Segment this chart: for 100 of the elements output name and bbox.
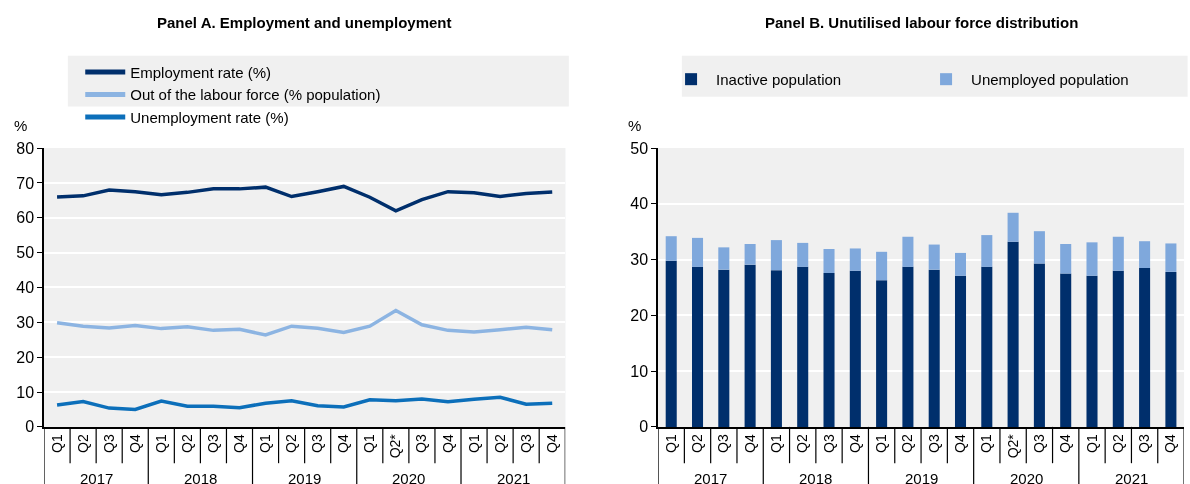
legend-label: Out of the labour force (% population) — [130, 86, 381, 104]
bar — [876, 280, 888, 427]
text: 2017 — [694, 470, 728, 484]
x-tick-label: Q2 — [794, 434, 811, 453]
x-tick-label: Q3 — [715, 434, 732, 453]
bar — [954, 275, 967, 427]
legend-label: Unemployed population — [971, 71, 1129, 89]
bar — [1139, 241, 1151, 268]
x-tick-label: Q2 — [899, 434, 916, 453]
y-tick-label: 80 — [16, 139, 35, 157]
bar — [1033, 231, 1045, 264]
bar — [665, 260, 677, 427]
bar — [1112, 270, 1124, 427]
y-axis-title: % — [628, 117, 642, 134]
x-tick-label: Q2 — [491, 434, 508, 453]
bar — [1139, 267, 1151, 427]
bar — [1165, 271, 1177, 427]
bar — [902, 236, 914, 267]
x-tick-label: Q3 — [204, 434, 221, 453]
bar — [1060, 273, 1072, 427]
x-tick-label: Q4 — [126, 434, 143, 453]
bar — [902, 266, 914, 427]
bar — [1086, 242, 1098, 276]
legend-label: Inactive population — [716, 71, 842, 89]
y-tick-label: 0 — [25, 418, 35, 436]
y-tick-label: 30 — [630, 251, 649, 269]
bar — [849, 248, 861, 271]
bar — [770, 270, 782, 427]
x-tick-label: Q2 — [283, 434, 300, 453]
legend-label: Employment rate (%) — [130, 63, 272, 81]
y-tick-label: 20 — [630, 306, 649, 324]
x-tick-label: Q3 — [925, 434, 942, 453]
x-tick-label: Q2* — [387, 433, 404, 459]
x-tick-label: Q3 — [820, 434, 837, 453]
x-tick-label: Q1 — [767, 434, 784, 453]
x-tick-label: Q4 — [741, 434, 758, 453]
bar — [718, 247, 730, 270]
bar — [744, 264, 756, 427]
bar — [928, 244, 940, 270]
text: 2021 — [497, 470, 531, 484]
x-tick-label: Q3 — [100, 434, 117, 453]
bar — [1007, 241, 1019, 427]
chart-title: Panel B. Unutilised labour force distribution — [765, 14, 1079, 31]
x-tick-label: Q3 — [1030, 434, 1047, 453]
x-tick-label: Q4 — [439, 434, 456, 453]
y-axis-title: % — [14, 117, 28, 134]
x-tick-label: Q1 — [361, 434, 378, 453]
y-tick-label: 50 — [16, 244, 35, 262]
bar — [692, 237, 704, 267]
x-tick-label: Q4 — [1162, 434, 1179, 453]
x-tick-label: Q3 — [413, 434, 430, 453]
x-tick-label: Q3 — [309, 434, 326, 453]
bar — [797, 242, 809, 267]
x-tick-label: Q1 — [873, 434, 890, 453]
y-tick-label: 30 — [16, 313, 35, 331]
x-tick-label: Q1 — [48, 434, 65, 453]
bar — [797, 266, 809, 427]
x-tick-label: Q4 — [543, 434, 560, 453]
text: 2019 — [288, 470, 322, 484]
x-tick-label: Q1 — [152, 434, 169, 453]
text: 2021 — [1115, 470, 1149, 484]
y-tick-label: 70 — [16, 174, 35, 192]
y-tick-label: 40 — [630, 195, 649, 213]
text: 2018 — [184, 470, 218, 484]
x-tick-label: Q1 — [257, 434, 274, 453]
bar — [1007, 212, 1019, 242]
bar — [718, 269, 730, 427]
x-tick-label: Q2* — [1004, 433, 1021, 459]
x-tick-label: Q1 — [662, 434, 679, 453]
line-series — [55, 308, 554, 337]
x-tick-label: Q2 — [74, 434, 91, 453]
bar — [849, 270, 861, 427]
line-series — [55, 395, 554, 412]
x-tick-label: Q4 — [846, 434, 863, 453]
bar — [876, 251, 888, 281]
bar — [744, 244, 756, 265]
bar — [1086, 275, 1098, 427]
x-tick-label: Q4 — [952, 434, 969, 453]
bar — [1165, 243, 1177, 272]
y-tick-label: 20 — [16, 348, 35, 366]
x-tick-label: Q3 — [517, 434, 534, 453]
text: 2018 — [799, 470, 833, 484]
y-tick-label: 10 — [630, 362, 649, 380]
x-tick-label: Q2 — [178, 434, 195, 453]
bar — [823, 249, 835, 273]
text: 2020 — [1010, 470, 1044, 484]
x-tick-label: Q1 — [1083, 434, 1100, 453]
bar — [1033, 263, 1045, 427]
x-tick-label: Q3 — [1136, 434, 1153, 453]
x-tick-label: Q1 — [978, 434, 995, 453]
bar — [665, 236, 677, 261]
bar — [770, 240, 782, 271]
text: 2017 — [80, 470, 114, 484]
legend-label: Unemployment rate (%) — [130, 108, 289, 126]
y-tick-label: 50 — [630, 139, 649, 157]
y-tick-label: 0 — [639, 418, 649, 436]
bar — [692, 266, 704, 427]
x-tick-label: Q2 — [689, 434, 706, 453]
bar — [1112, 236, 1124, 271]
bar — [954, 252, 967, 276]
